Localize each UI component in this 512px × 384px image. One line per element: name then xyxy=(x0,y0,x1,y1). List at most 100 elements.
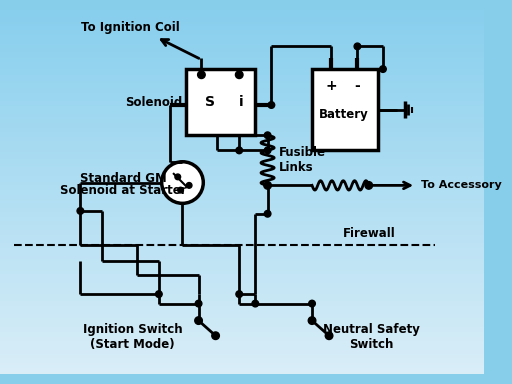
Bar xyxy=(0,196,484,197)
Bar xyxy=(0,318,484,319)
Bar xyxy=(0,141,484,142)
Bar xyxy=(0,240,484,241)
Bar xyxy=(0,36,484,37)
Bar xyxy=(0,224,484,225)
Bar xyxy=(0,314,484,315)
Bar xyxy=(0,77,484,78)
Circle shape xyxy=(162,162,203,204)
Bar xyxy=(0,46,484,47)
Bar xyxy=(0,329,484,330)
Bar xyxy=(0,285,484,286)
Bar xyxy=(0,231,484,232)
Bar xyxy=(0,343,484,344)
Bar xyxy=(0,104,484,105)
Bar xyxy=(0,47,484,48)
Bar xyxy=(0,114,484,116)
Bar xyxy=(0,274,484,275)
Bar xyxy=(0,119,484,120)
Bar xyxy=(0,122,484,123)
Bar xyxy=(0,198,484,199)
Bar xyxy=(0,281,484,282)
Bar xyxy=(0,303,484,304)
Bar xyxy=(0,103,484,104)
Bar xyxy=(0,175,484,176)
Bar xyxy=(0,23,484,24)
Bar xyxy=(0,267,484,268)
Bar xyxy=(0,176,484,177)
Circle shape xyxy=(178,187,183,193)
Bar xyxy=(0,179,484,180)
Bar xyxy=(0,353,484,354)
Bar xyxy=(0,45,484,46)
Bar xyxy=(0,16,484,17)
Bar xyxy=(0,325,484,326)
Bar xyxy=(0,277,484,278)
Circle shape xyxy=(195,317,202,324)
Bar xyxy=(0,328,484,329)
Bar xyxy=(0,304,484,305)
Bar xyxy=(0,199,484,200)
Bar xyxy=(0,247,484,248)
Bar xyxy=(0,347,484,348)
Bar xyxy=(0,311,484,312)
Bar xyxy=(0,185,484,186)
Bar xyxy=(0,360,484,361)
Bar xyxy=(0,251,484,252)
Bar xyxy=(0,187,484,188)
Bar xyxy=(0,157,484,158)
Bar xyxy=(0,271,484,272)
Circle shape xyxy=(264,182,271,189)
Bar xyxy=(0,21,484,22)
Bar xyxy=(0,292,484,293)
Text: S: S xyxy=(205,95,215,109)
Circle shape xyxy=(236,71,243,79)
Bar xyxy=(0,22,484,23)
Bar xyxy=(0,154,484,155)
Bar xyxy=(0,74,484,75)
Bar xyxy=(0,163,484,164)
Bar xyxy=(0,270,484,271)
Circle shape xyxy=(236,291,243,298)
Bar xyxy=(0,356,484,358)
Bar xyxy=(0,156,484,157)
Bar xyxy=(0,68,484,69)
Bar xyxy=(0,338,484,339)
Bar xyxy=(0,265,484,266)
Circle shape xyxy=(156,291,162,298)
Bar xyxy=(0,35,484,36)
Bar xyxy=(0,335,484,336)
Bar xyxy=(0,364,484,365)
Bar xyxy=(0,102,484,103)
Bar xyxy=(0,26,484,28)
Bar xyxy=(0,227,484,228)
Bar xyxy=(0,217,484,218)
Bar xyxy=(0,12,484,13)
Bar xyxy=(0,136,484,137)
Bar xyxy=(0,93,484,94)
Bar xyxy=(0,321,484,323)
Bar xyxy=(0,165,484,166)
Circle shape xyxy=(365,182,373,189)
Circle shape xyxy=(236,147,243,154)
Bar xyxy=(0,87,484,88)
Bar xyxy=(0,112,484,113)
Text: Solenoid: Solenoid xyxy=(125,96,182,109)
Bar xyxy=(0,266,484,267)
Bar xyxy=(0,108,484,109)
Bar xyxy=(0,262,484,263)
Bar xyxy=(0,149,484,151)
Bar xyxy=(0,118,484,119)
Bar xyxy=(0,76,484,77)
Bar xyxy=(0,255,484,256)
Text: Solenoid at Starter: Solenoid at Starter xyxy=(59,184,186,197)
Bar xyxy=(0,286,484,288)
Bar xyxy=(0,134,484,135)
Bar xyxy=(0,99,484,100)
Bar xyxy=(0,316,484,317)
Bar xyxy=(0,275,484,276)
Bar xyxy=(0,371,484,372)
Bar xyxy=(0,19,484,20)
Circle shape xyxy=(268,102,274,108)
Bar xyxy=(0,172,484,173)
Bar xyxy=(0,98,484,99)
